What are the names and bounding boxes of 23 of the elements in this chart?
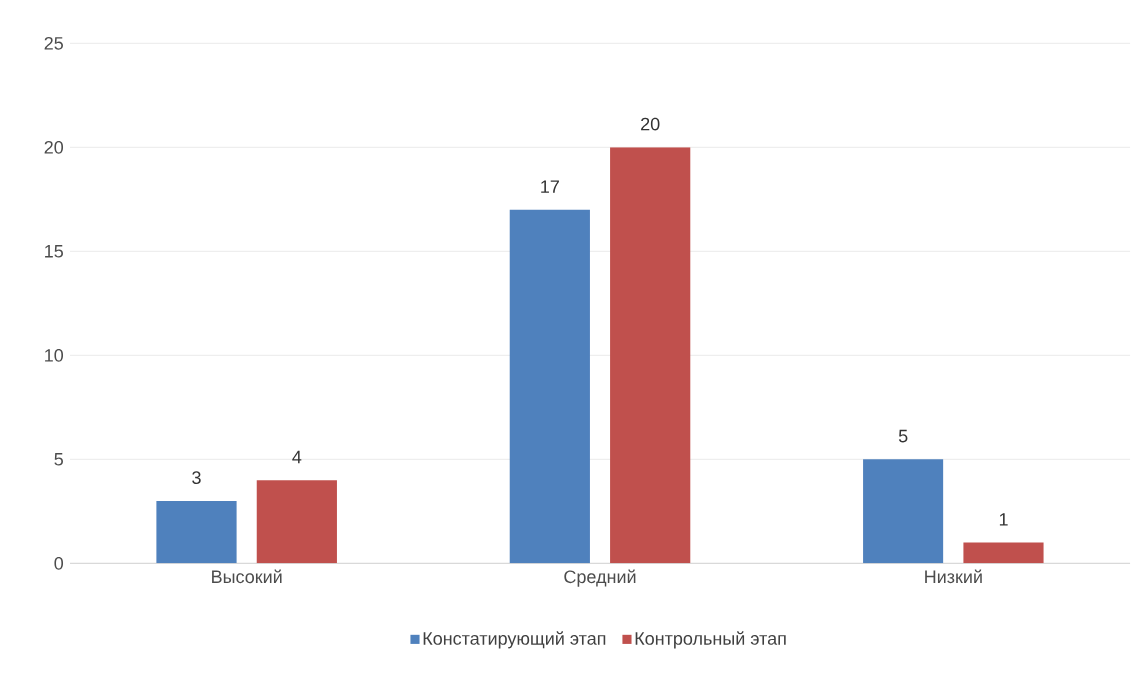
bar (509, 209, 590, 564)
bar (963, 542, 1044, 564)
y-tick-label: 5 (54, 453, 63, 466)
y-tick-label: 0 (54, 556, 64, 570)
legend-label: Контрольный этап (635, 631, 786, 649)
x-tick-label: Средний (564, 569, 636, 587)
y-tick-label: 25 (44, 36, 63, 50)
legend-label: Констатирующий этап (423, 631, 606, 649)
bar (610, 147, 691, 564)
bar (156, 500, 237, 564)
data-label: 5 (898, 429, 908, 443)
y-tick-label: 20 (44, 140, 64, 154)
bar (863, 459, 944, 564)
data-label: 3 (192, 471, 201, 484)
bar (256, 480, 337, 564)
data-label: 17 (541, 180, 559, 193)
data-label: 4 (292, 450, 302, 464)
y-tick-label: 15 (45, 245, 63, 258)
y-tick-label: 10 (45, 348, 64, 362)
x-tick-label: Высокий (212, 569, 282, 584)
data-label: 1 (999, 513, 1008, 526)
x-tick-label: Низкий (925, 569, 982, 584)
data-label: 20 (641, 117, 660, 131)
